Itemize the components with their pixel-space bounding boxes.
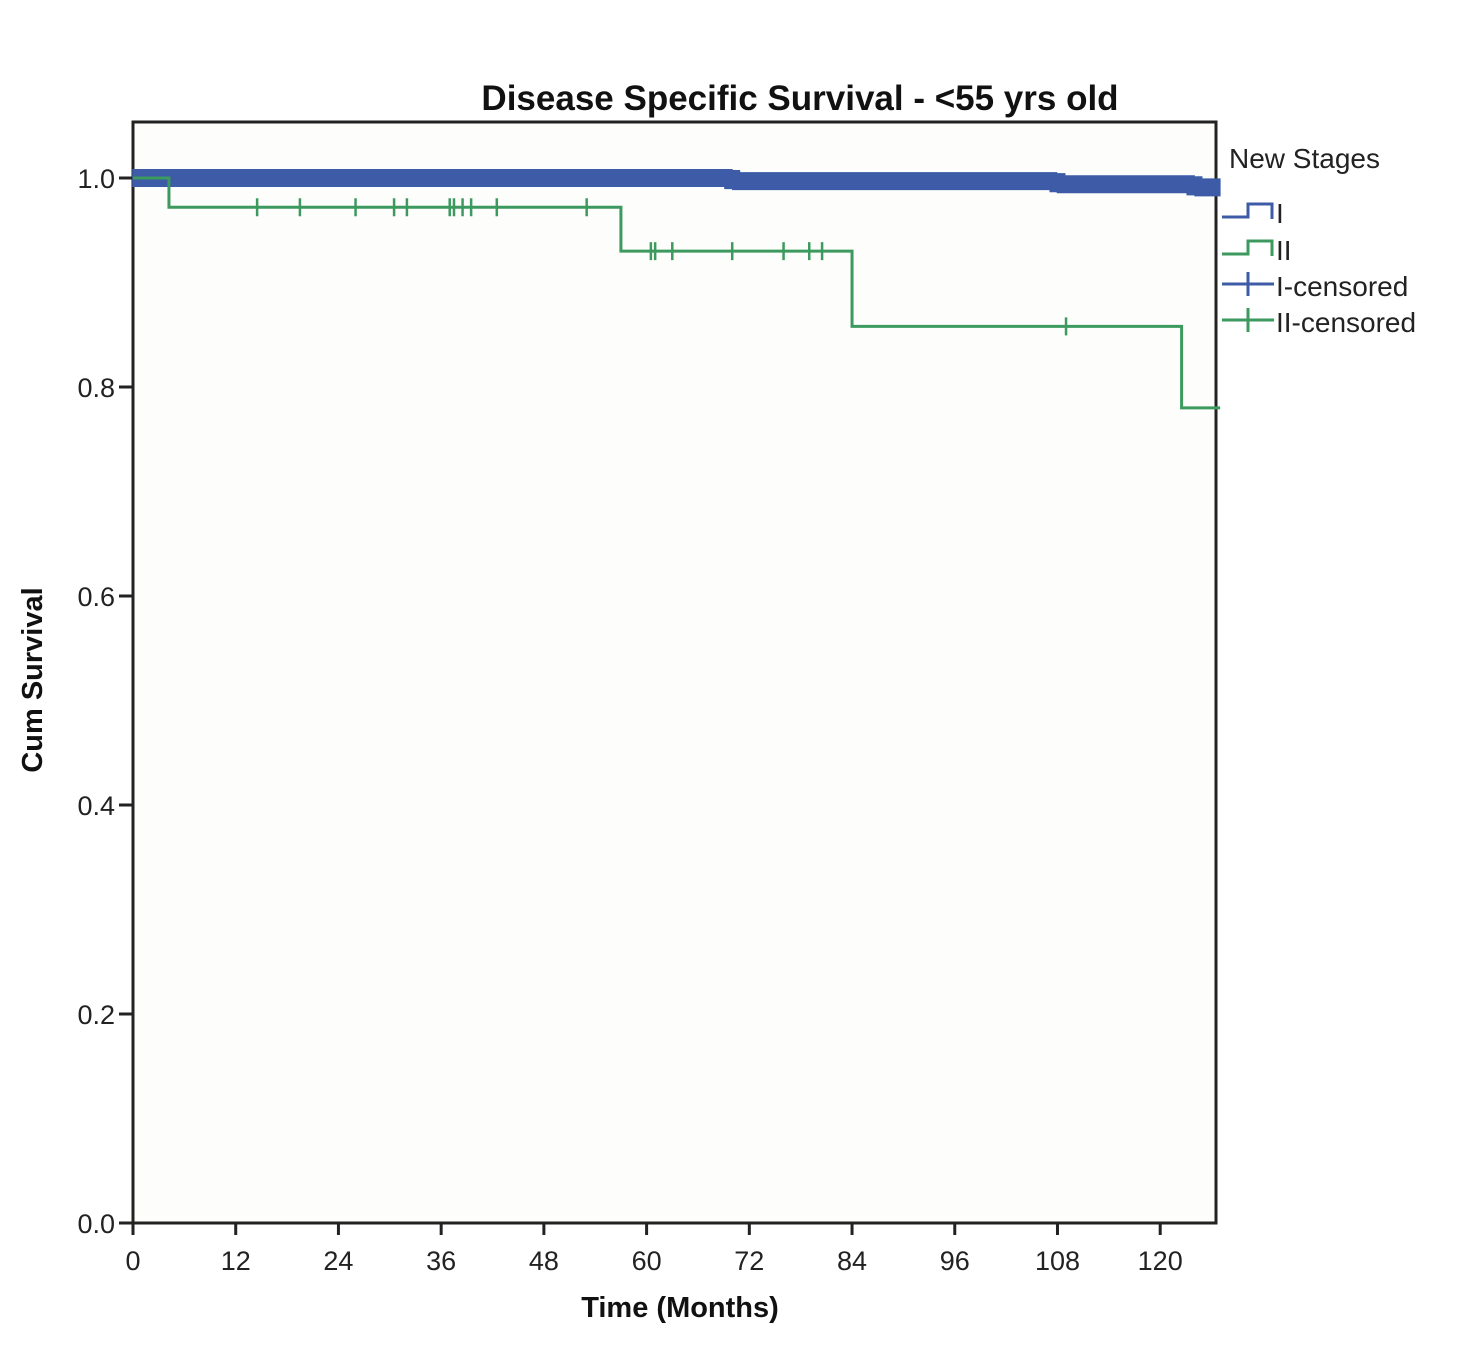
- y-axis: 0.0 0.2 0.4 0.6 0.8 1.0: [77, 164, 133, 1239]
- x-axis: 0 12 24 36 48 60 72 84 96 108 120: [125, 1223, 1183, 1276]
- x-tick-label: 96: [940, 1246, 970, 1276]
- x-tick-label: 12: [221, 1246, 251, 1276]
- x-tick-label: 60: [632, 1246, 662, 1276]
- x-tick-label: 84: [837, 1246, 867, 1276]
- x-tick-label: 36: [426, 1246, 456, 1276]
- plot-frame: [131, 120, 1218, 1225]
- chart-title: Disease Specific Survival - <55 yrs old: [481, 79, 1118, 118]
- legend-title: New Stages: [1229, 143, 1380, 174]
- legend-label-ii-censored: II-censored: [1276, 307, 1416, 338]
- x-axis-title: Time (Months): [581, 1292, 779, 1324]
- survival-line-ii: [133, 176, 1221, 410]
- legend-swatch-ii: [1222, 239, 1274, 256]
- legend-label-i: I: [1276, 198, 1284, 229]
- x-tick-label: 120: [1138, 1246, 1183, 1276]
- y-axis-title: Cum Survival: [17, 587, 49, 772]
- x-tick-label: 0: [125, 1246, 140, 1276]
- survival-line-i: [133, 170, 1221, 196]
- x-tick-label: 108: [1035, 1246, 1080, 1276]
- series-i: [132, 169, 1221, 197]
- x-tick-label: 48: [529, 1246, 559, 1276]
- y-tick-label: 0.2: [77, 1000, 115, 1030]
- y-tick-label: 0.6: [77, 582, 115, 612]
- x-tick-label: 72: [734, 1246, 764, 1276]
- legend-label-i-censored: I-censored: [1276, 271, 1408, 302]
- series-layer: [132, 169, 1221, 410]
- y-tick-label: 0.4: [77, 791, 115, 821]
- y-tick-label: 0.0: [77, 1209, 115, 1239]
- legend-swatch-i: [1222, 202, 1274, 219]
- y-tick-label: 1.0: [77, 164, 115, 194]
- legend-label-ii: II: [1276, 235, 1292, 266]
- x-tick-label: 24: [323, 1246, 353, 1276]
- series-ii: [133, 176, 1221, 410]
- y-tick-label: 0.8: [77, 373, 115, 403]
